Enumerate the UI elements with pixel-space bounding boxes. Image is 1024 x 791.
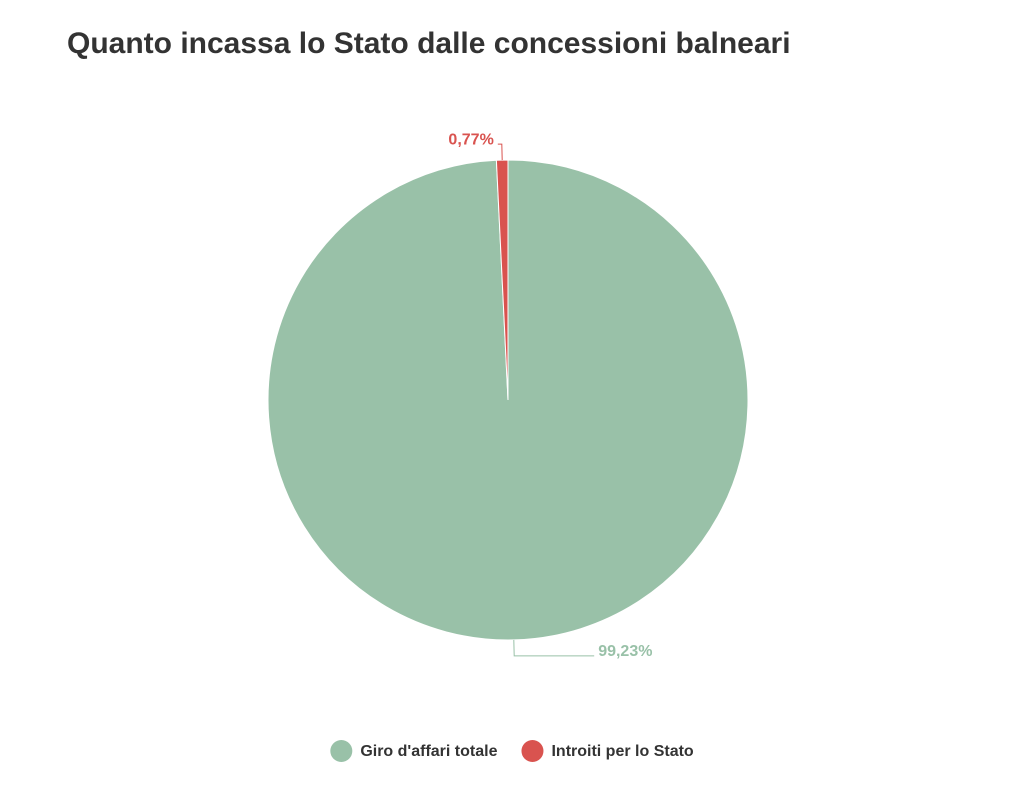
value-label: 0,77% <box>448 131 493 148</box>
leader-line <box>497 143 503 161</box>
pie-slice <box>495 159 509 401</box>
leader-line <box>513 639 595 657</box>
legend-marker <box>521 740 544 762</box>
legend-marker <box>330 740 353 762</box>
legend-label: Giro d'affari totale <box>360 743 497 760</box>
legend-label: Introiti per lo Stato <box>551 743 693 760</box>
chart-title: Quanto incassa lo Stato dalle concession… <box>67 27 791 60</box>
value-label: 99,23% <box>598 643 652 660</box>
